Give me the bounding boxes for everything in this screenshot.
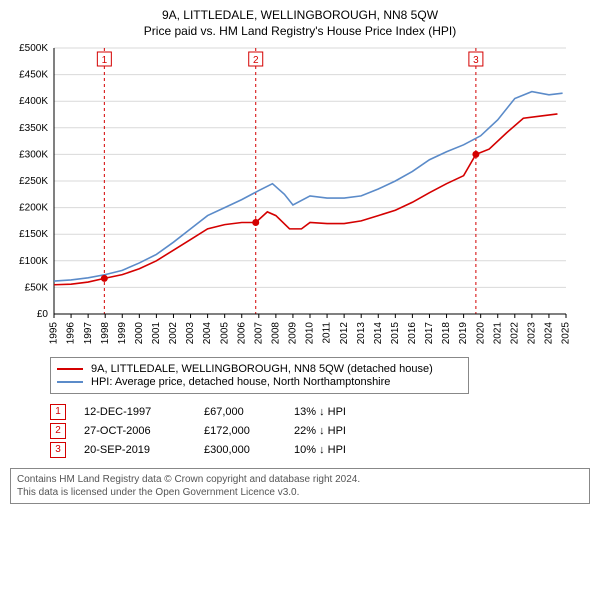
svg-text:2002: 2002 xyxy=(168,322,179,344)
svg-text:1998: 1998 xyxy=(100,322,111,344)
svg-text:£350K: £350K xyxy=(19,123,48,134)
svg-text:2005: 2005 xyxy=(219,322,230,344)
sale-event-date: 20-SEP-2019 xyxy=(84,444,204,456)
legend: 9A, LITTLEDALE, WELLINGBOROUGH, NN8 5QW … xyxy=(50,357,469,394)
footer-line2: This data is licensed under the Open Gov… xyxy=(17,486,583,499)
sale-event-date: 27-OCT-2006 xyxy=(84,425,204,437)
svg-text:2021: 2021 xyxy=(492,322,503,344)
svg-text:£500K: £500K xyxy=(19,44,48,54)
legend-item-hpi: HPI: Average price, detached house, Nort… xyxy=(57,376,462,388)
svg-text:2006: 2006 xyxy=(236,322,247,344)
legend-label-hpi: HPI: Average price, detached house, Nort… xyxy=(91,376,390,388)
sale-event-row: 2 27-OCT-2006£172,00022% ↓ HPI xyxy=(50,423,590,439)
sale-event-badge: 1 xyxy=(50,404,66,420)
sale-event-price: £300,000 xyxy=(204,444,294,456)
footer-line1: Contains HM Land Registry data © Crown c… xyxy=(17,473,583,486)
svg-text:2004: 2004 xyxy=(202,322,213,344)
svg-text:2011: 2011 xyxy=(322,322,333,344)
svg-text:2008: 2008 xyxy=(271,322,282,344)
svg-text:£50K: £50K xyxy=(25,282,49,293)
svg-text:2007: 2007 xyxy=(253,322,264,344)
svg-text:£300K: £300K xyxy=(19,149,48,160)
svg-text:3: 3 xyxy=(473,55,479,66)
chart-title-line1: 9A, LITTLEDALE, WELLINGBOROUGH, NN8 5QW xyxy=(10,8,590,22)
sale-event-diff: 10% ↓ HPI xyxy=(294,444,384,456)
svg-text:£450K: £450K xyxy=(19,70,48,81)
svg-text:2025: 2025 xyxy=(561,322,570,344)
chart-svg: £0 £50K £100K £150K £200K £250K £300K £350K £400… xyxy=(10,44,570,344)
svg-text:£100K: £100K xyxy=(19,256,48,267)
svg-text:2010: 2010 xyxy=(305,322,316,344)
svg-text:2: 2 xyxy=(253,55,259,66)
legend-item-property: 9A, LITTLEDALE, WELLINGBOROUGH, NN8 5QW … xyxy=(57,363,462,375)
svg-text:2009: 2009 xyxy=(288,322,299,344)
sale-event-row: 1 12-DEC-1997£67,00013% ↓ HPI xyxy=(50,404,590,420)
svg-text:2022: 2022 xyxy=(509,322,520,344)
svg-text:£250K: £250K xyxy=(19,176,48,187)
svg-text:£400K: £400K xyxy=(19,96,48,107)
svg-text:2001: 2001 xyxy=(151,322,162,344)
sale-event-price: £67,000 xyxy=(204,406,294,418)
svg-text:2003: 2003 xyxy=(185,322,196,344)
page: 9A, LITTLEDALE, WELLINGBOROUGH, NN8 5QW … xyxy=(0,0,600,512)
sale-event-badge: 2 xyxy=(50,423,66,439)
svg-text:1: 1 xyxy=(102,55,108,66)
svg-text:2018: 2018 xyxy=(441,322,452,344)
sale-event-price: £172,000 xyxy=(204,425,294,437)
svg-text:2023: 2023 xyxy=(527,322,538,344)
sale-event-badge: 3 xyxy=(50,442,66,458)
svg-text:£200K: £200K xyxy=(19,203,48,214)
sale-event-diff: 22% ↓ HPI xyxy=(294,425,384,437)
sale-events-table: 1 12-DEC-1997£67,00013% ↓ HPI 2 27-OCT-2006… xyxy=(50,404,590,458)
svg-text:2014: 2014 xyxy=(373,322,384,344)
svg-text:1996: 1996 xyxy=(66,322,77,344)
svg-text:2024: 2024 xyxy=(544,322,555,344)
svg-text:2015: 2015 xyxy=(390,322,401,344)
svg-text:2012: 2012 xyxy=(339,322,350,344)
sale-event-diff: 13% ↓ HPI xyxy=(294,406,384,418)
chart: £0 £50K £100K £150K £200K £250K £300K £350K £400… xyxy=(10,44,590,349)
svg-text:2000: 2000 xyxy=(134,322,145,344)
svg-text:2016: 2016 xyxy=(407,322,418,344)
svg-text:2019: 2019 xyxy=(458,322,469,344)
svg-text:£150K: £150K xyxy=(19,229,48,240)
svg-text:2013: 2013 xyxy=(356,322,367,344)
sale-event-row: 3 20-SEP-2019£300,00010% ↓ HPI xyxy=(50,442,590,458)
svg-text:£0: £0 xyxy=(37,309,49,320)
legend-swatch-property xyxy=(57,368,83,370)
legend-swatch-hpi xyxy=(57,381,83,383)
svg-text:1999: 1999 xyxy=(117,322,128,344)
chart-title-line2: Price paid vs. HM Land Registry's House … xyxy=(10,24,590,38)
sale-event-date: 12-DEC-1997 xyxy=(84,406,204,418)
svg-text:1995: 1995 xyxy=(49,322,60,344)
svg-text:1997: 1997 xyxy=(83,322,94,344)
legend-label-property: 9A, LITTLEDALE, WELLINGBOROUGH, NN8 5QW … xyxy=(91,363,433,375)
attribution-footer: Contains HM Land Registry data © Crown c… xyxy=(10,468,590,504)
svg-text:2020: 2020 xyxy=(475,322,486,344)
svg-text:2017: 2017 xyxy=(424,322,435,344)
